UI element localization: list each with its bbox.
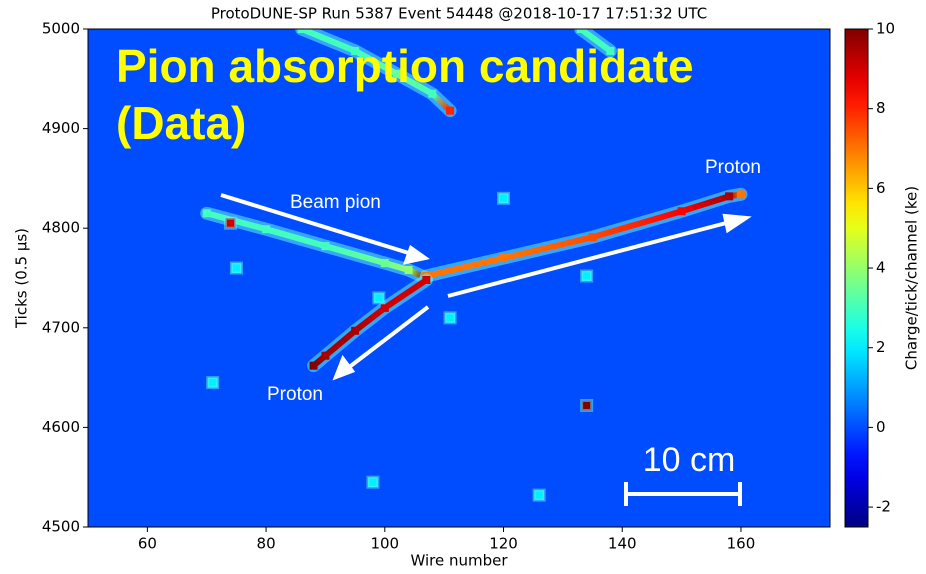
y-tick-label: 4900 xyxy=(42,119,80,137)
chart-title: ProtoDUNE-SP Run 5387 Event 54448 @2018-… xyxy=(211,5,707,23)
hit xyxy=(351,327,359,335)
colorbar-tick-label: 2 xyxy=(876,338,886,356)
annotation: Beam pion xyxy=(290,192,381,213)
hit xyxy=(262,225,270,233)
annotation: Proton xyxy=(267,384,323,405)
spot xyxy=(582,271,592,281)
hit xyxy=(310,362,318,370)
hit xyxy=(422,276,430,284)
colorbar-tick-label: 10 xyxy=(876,20,895,38)
y-tick-label: 4700 xyxy=(42,318,80,336)
x-tick-label: 100 xyxy=(370,535,399,553)
colorbar-tick-label: 0 xyxy=(876,418,886,436)
y-axis-label: Ticks (0.5 μs) xyxy=(13,228,31,329)
headline: (Data) xyxy=(116,97,246,149)
headline: Pion absorption candidate xyxy=(116,40,694,92)
spot xyxy=(231,263,241,273)
hit xyxy=(203,209,211,217)
spot xyxy=(499,193,509,203)
hit xyxy=(737,190,745,198)
hit xyxy=(381,259,389,267)
colorbar-tick-label: 8 xyxy=(876,99,886,117)
y-tick-label: 5000 xyxy=(42,20,80,38)
hit xyxy=(381,304,389,312)
colorbar-tick-label: -2 xyxy=(876,498,891,516)
hit xyxy=(589,233,597,241)
hit xyxy=(321,352,329,360)
x-tick-label: 60 xyxy=(138,535,157,553)
x-axis-label: Wire number xyxy=(410,552,508,570)
hit xyxy=(725,192,733,200)
x-tick-label: 140 xyxy=(608,535,637,553)
spot xyxy=(208,378,218,388)
spot xyxy=(225,218,235,228)
hit xyxy=(678,207,686,215)
hit xyxy=(405,266,413,274)
y-tick-label: 4800 xyxy=(42,219,80,237)
x-tick-label: 160 xyxy=(727,535,756,553)
spot xyxy=(534,490,544,500)
colorbar-tick-label: 6 xyxy=(876,179,886,197)
spot xyxy=(582,400,592,410)
scale-label: 10 cm xyxy=(643,441,736,479)
spot xyxy=(374,293,384,303)
colorbar-label: Charge/tick/channel (ke) xyxy=(903,186,921,370)
x-tick-label: 80 xyxy=(257,535,276,553)
annotation: Proton xyxy=(705,157,761,178)
x-tick-label: 120 xyxy=(489,535,518,553)
y-tick-label: 4500 xyxy=(42,518,80,536)
colorbar-tick-label: 4 xyxy=(876,259,886,277)
hit xyxy=(446,107,454,115)
hit xyxy=(321,242,329,250)
chart: ProtoDUNE-SP Run 5387 Event 54448 @2018-… xyxy=(0,0,926,570)
hit xyxy=(500,254,508,262)
y-tick-label: 4600 xyxy=(42,418,80,436)
colorbar xyxy=(845,29,868,527)
spot xyxy=(368,477,378,487)
spot xyxy=(445,313,455,323)
